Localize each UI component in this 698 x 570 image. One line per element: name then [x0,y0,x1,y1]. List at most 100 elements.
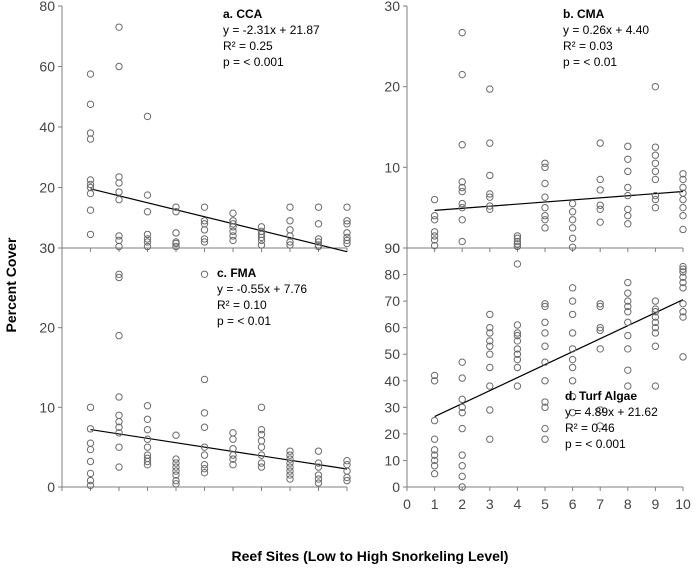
data-point [430,377,439,385]
data-point [486,190,494,198]
annotation-line: p = < 0.001 [223,55,284,69]
x-tick-label: 3 [486,496,494,512]
data-point [458,424,466,433]
data-point [343,217,351,225]
data-point [624,220,632,228]
data-point [458,187,466,196]
data-point [115,331,123,340]
annotation-line: y = 4.89x + 21.62 [565,405,658,419]
data-point [624,366,632,374]
data-point [596,422,604,430]
data-point [679,273,687,281]
data-point [596,406,604,414]
data-point [651,323,660,332]
data-point [86,476,95,485]
data-point [115,179,123,187]
data-point [458,451,466,459]
data-point [458,374,466,382]
data-point [314,235,323,243]
x-tick-label: 6 [569,496,577,512]
data-point [541,203,549,212]
annotation-line: R² = 0.25 [223,39,273,53]
data-point [229,209,237,217]
data-point [343,203,351,211]
data-point [172,459,180,467]
data-point [624,155,632,163]
y-tick-label: 30 [384,399,400,415]
data-point [486,171,494,180]
data-point [624,331,632,340]
data-point [458,483,466,491]
data-point [458,178,466,186]
data-point [679,170,687,178]
data-point [200,226,209,234]
x-tick-label: 0 [403,496,411,512]
data-point [115,62,123,71]
data-point [430,216,439,224]
data-point [541,179,549,188]
data-point [86,129,95,137]
data-point [200,460,209,469]
data-point [257,463,266,471]
data-point [679,284,687,292]
x-tick-label: 4 [514,496,522,512]
data-point [679,183,687,192]
data-point [143,208,152,216]
data-point [430,212,439,220]
x-tick-label: 5 [541,496,549,512]
data-point [568,216,577,224]
data-point [343,220,351,228]
data-point [679,225,687,234]
data-point [430,241,439,250]
data-point [430,232,439,240]
data-point [541,398,549,406]
y-tick-label: 60 [384,320,400,336]
data-point [172,203,180,211]
data-point [568,284,577,292]
data-point [458,472,466,481]
data-point [458,462,466,470]
data-point [541,216,549,224]
data-point [314,238,323,246]
data-point [86,183,95,192]
annotation-line: p = < 0.01 [217,314,271,328]
data-point [286,451,294,459]
data-point [541,163,549,172]
data-point [596,201,604,209]
data-point [596,139,604,147]
data-point [343,229,351,237]
data-point [257,227,266,236]
panel-title: a. CCA [223,7,263,21]
y-tick-label: 70 [384,293,400,309]
data-point [172,476,180,485]
data-point [343,457,351,465]
data-point [568,377,577,385]
annotation-line: y = -0.55x + 7.76 [217,282,307,296]
data-point [486,342,494,350]
data-point [651,313,660,321]
data-point [286,217,294,225]
data-point [143,402,152,410]
data-point [624,205,632,213]
data-point [458,141,466,149]
data-point [651,308,660,316]
data-point [486,139,494,147]
panel-1: 0 20 40 60 80 a. CCA y = -2.31x + 21.87 R² = 0.… [39,0,351,256]
data-point [286,455,294,463]
data-point [314,459,323,467]
data-point [486,337,494,345]
annotation-line: R² = 0.10 [217,298,267,312]
data-point [568,329,577,337]
data-point [651,151,660,159]
data-point [486,85,494,93]
data-point [172,463,180,471]
data-point [568,345,577,353]
data-point [679,203,687,212]
data-point [541,424,549,433]
x-tick-label: 10 [675,496,691,512]
y-tick-label: 0 [392,240,400,256]
data-point [458,183,466,192]
data-point [286,447,294,455]
data-point [115,270,123,278]
data-point [143,230,152,239]
